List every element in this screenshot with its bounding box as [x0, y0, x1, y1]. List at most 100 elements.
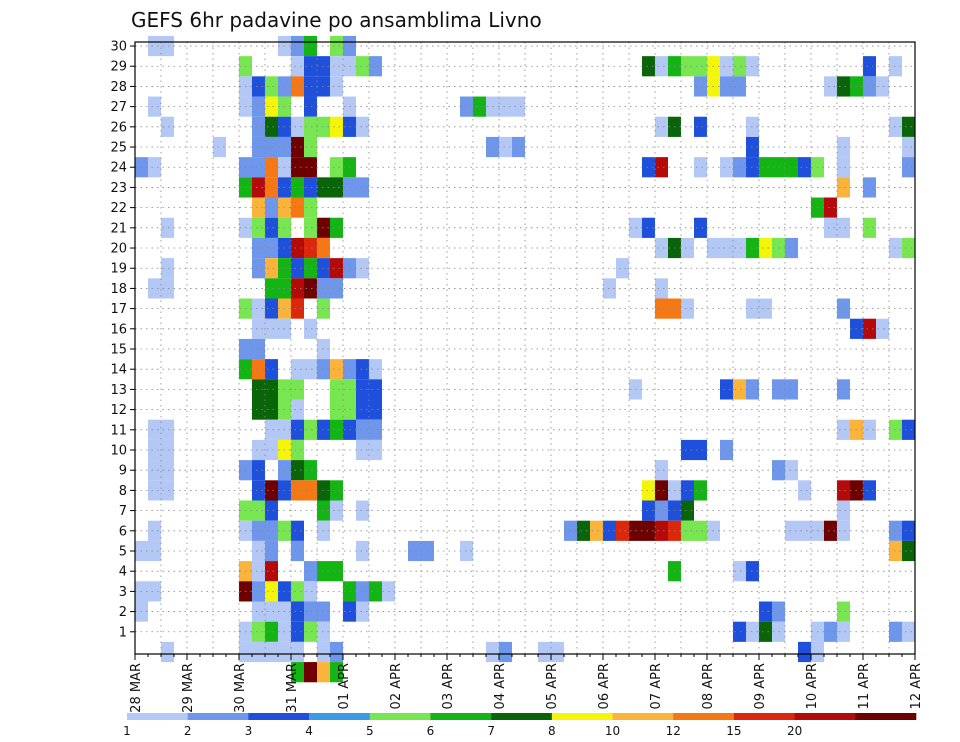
x-tick-label: 05 APR [545, 663, 560, 709]
heatmap-cell [265, 359, 278, 380]
heatmap-cell [902, 136, 915, 158]
colorbar-segment [430, 713, 492, 720]
colorbar-label: 1 [123, 724, 131, 738]
heatmap-cell [161, 460, 174, 481]
heatmap-cell [330, 157, 343, 178]
heatmap-cell [798, 520, 811, 541]
y-tick-label: 14 [110, 363, 127, 378]
heatmap-cell [837, 76, 850, 97]
heatmap-cell [759, 298, 772, 319]
y-tick-label: 23 [110, 181, 127, 196]
colorbar-segment [794, 713, 856, 720]
heatmap-cell [785, 379, 798, 400]
heatmap-cell [824, 520, 837, 541]
heatmap-cell [265, 278, 278, 299]
heatmap-cell [291, 601, 304, 622]
y-tick-label: 5 [119, 544, 127, 559]
y-tick-label: 7 [119, 504, 127, 519]
heatmap-cell [330, 480, 343, 501]
heatmap-cell [369, 419, 382, 440]
heatmap-cell [720, 157, 733, 178]
heatmap-cell [265, 399, 278, 420]
heatmap-cell [265, 177, 278, 198]
y-tick-label: 15 [110, 343, 127, 358]
heatmap-cell [863, 217, 876, 238]
heatmap-cell [733, 561, 746, 582]
heatmap-cell [330, 419, 343, 440]
heatmap-cell [252, 197, 265, 218]
x-tick-label: 08 APR [701, 663, 716, 709]
heatmap-cell [265, 318, 278, 339]
heatmap-cell [694, 76, 707, 97]
heatmap-cell [499, 641, 512, 663]
y-tick-label: 9 [119, 464, 127, 479]
heatmap-cell [304, 278, 317, 299]
heatmap-cell [551, 641, 564, 663]
heatmap-cell [694, 520, 707, 541]
heatmap-cell [785, 460, 798, 481]
heatmap-cell [681, 500, 694, 521]
heatmap-cell [304, 561, 317, 582]
heatmap-cell [863, 56, 876, 77]
heatmap-cell [291, 419, 304, 440]
heatmap-cell [148, 35, 161, 57]
heatmap-cell [161, 419, 174, 440]
heatmap-cell [681, 237, 694, 259]
heatmap-cell [291, 76, 304, 97]
heatmap-cell [265, 540, 278, 562]
heatmap-cell [785, 237, 798, 259]
heatmap-cell [512, 136, 525, 158]
heatmap-cell [486, 641, 499, 663]
heatmap-cell [837, 621, 850, 642]
heatmap-cell [330, 76, 343, 97]
heatmap-cell [291, 379, 304, 400]
heatmap-cell [148, 540, 161, 562]
heatmap-cell [330, 662, 343, 683]
heatmap-cell [265, 136, 278, 158]
heatmap-cell [252, 581, 265, 602]
chart-title: GEFS 6hr padavine po ansamblima Livno [131, 8, 542, 32]
heatmap-cell [291, 278, 304, 299]
heatmap-cell [252, 480, 265, 501]
heatmap-cell [759, 601, 772, 622]
colorbar-segment [733, 713, 795, 720]
heatmap-cell [265, 561, 278, 582]
x-tick-label: 03 APR [441, 663, 456, 709]
heatmap-cell [902, 621, 915, 642]
heatmap-cell [161, 439, 174, 461]
heatmap-cell [252, 96, 265, 117]
heatmap-cell [291, 35, 304, 57]
heatmap-cell [863, 76, 876, 97]
heatmap-cell [330, 359, 343, 380]
colorbar-label: 4 [305, 724, 313, 738]
heatmap-cell [304, 177, 317, 198]
heatmap-cell [733, 56, 746, 77]
heatmap-cell [356, 177, 369, 198]
heatmap-cell [369, 379, 382, 400]
heatmap-cell [252, 379, 265, 400]
grid-lines [134, 42, 916, 654]
heatmap-cell [213, 136, 226, 158]
x-tick-label: 06 APR [597, 663, 612, 709]
heatmap-cell [148, 278, 161, 299]
heatmap-cell [265, 581, 278, 602]
heatmap-cell [655, 298, 668, 319]
y-tick-label: 18 [110, 282, 127, 297]
heatmap-cell [720, 379, 733, 400]
heatmap-cell [265, 621, 278, 642]
heatmap-cell [304, 662, 317, 683]
heatmap-cell [798, 641, 811, 663]
heatmap-cell [837, 177, 850, 198]
heatmap-cell [304, 460, 317, 481]
heatmap-cell [265, 258, 278, 279]
heatmap-cell [304, 116, 317, 137]
heatmap-cell [330, 217, 343, 238]
heatmap-cell [356, 439, 369, 461]
y-tick-label: 13 [110, 383, 127, 398]
heatmap-cell [694, 439, 707, 461]
heatmap-cell [837, 298, 850, 319]
heatmap-cell [356, 379, 369, 400]
heatmap-cell [759, 621, 772, 642]
y-tick-label: 12 [110, 403, 127, 418]
